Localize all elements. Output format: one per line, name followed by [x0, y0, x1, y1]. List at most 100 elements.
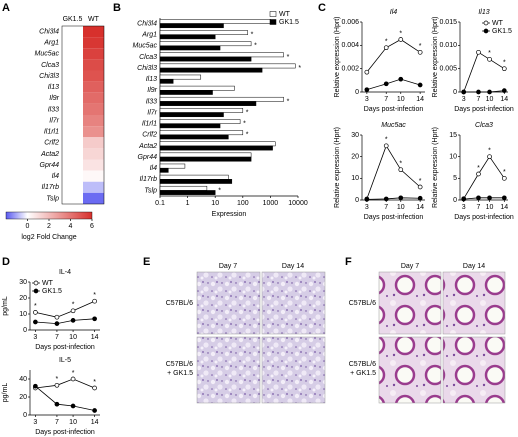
data-point: [501, 88, 507, 93]
y-tick-label: 15: [449, 132, 457, 139]
heatmap-cell: [62, 48, 83, 60]
significance-marker: *: [56, 376, 59, 383]
row-label: Muc5ac: [34, 51, 59, 58]
chart-title: Il4: [390, 9, 398, 16]
significance-marker: *: [399, 30, 402, 37]
heatmap-cell: [62, 59, 83, 71]
y-tick-label: Il17rb: [139, 176, 157, 183]
heatmap-cell: [62, 115, 83, 127]
y-tick-label: 0.005: [439, 66, 457, 73]
colorbar-tick-label: 2: [47, 223, 51, 230]
x-tick-label: 10: [211, 200, 219, 207]
significance-marker: *: [399, 161, 402, 168]
y-tick-label: 30: [351, 132, 359, 139]
panel-label: C: [318, 2, 326, 14]
heatmap-cell: [83, 37, 104, 49]
heatmap-cell: [62, 170, 83, 182]
y-tick-label: Il9r: [147, 87, 157, 94]
y-tick-label: Crlf2: [142, 132, 157, 139]
bar: [159, 185, 208, 191]
x-tick-label: 10: [486, 96, 494, 103]
colorbar-tick-label: 4: [69, 223, 73, 230]
y-tick-label: 0.004: [341, 42, 359, 49]
y-axis-label: pg/mL: [2, 296, 9, 316]
significance-marker: *: [298, 65, 301, 72]
data-point: [92, 316, 97, 322]
histology-image: [378, 271, 442, 335]
y-tick-label: Gpr44: [138, 154, 158, 161]
y-tick-label: Chi3l4: [137, 20, 157, 27]
heatmap-cell: [62, 92, 83, 104]
panel-label: E: [143, 256, 150, 268]
panel-label: D: [2, 256, 10, 268]
legend-label: WT: [492, 20, 504, 27]
y-tick-label: 0: [355, 89, 359, 96]
row-label: Acta2: [40, 151, 59, 158]
bar: [159, 112, 224, 118]
data-point: [54, 382, 60, 388]
x-axis-label: Days post-infection: [454, 106, 514, 113]
y-tick-label: Il33: [146, 98, 157, 105]
data-point: [92, 408, 97, 413]
bar: [159, 67, 263, 73]
bar: [159, 56, 252, 62]
row-label: Crlf2: [44, 140, 59, 147]
data-point: [398, 76, 404, 82]
column-label: Day 7: [219, 263, 237, 270]
x-tick-label: 1000: [263, 200, 279, 207]
data-point: [461, 89, 467, 95]
y-tick-label: 0: [453, 197, 457, 204]
row-label: C57BL/6: [166, 361, 193, 368]
histology-image: [442, 271, 506, 335]
bar: [159, 52, 284, 58]
heatmap-border: [61, 25, 105, 205]
data-point: [476, 49, 481, 55]
significance-marker: *: [503, 169, 506, 176]
y-tick-label: 20: [19, 295, 27, 302]
bar: [159, 30, 248, 35]
y-tick-label: Tslp: [144, 187, 157, 194]
y-tick-label: 0: [23, 327, 27, 334]
bar: [159, 23, 224, 29]
series-line: [463, 51, 505, 93]
y-tick-label: 10: [449, 154, 457, 161]
heatmap-cell: [83, 126, 104, 138]
x-axis-label: Days post-infection: [454, 214, 514, 221]
row-label: Chi3l3: [39, 73, 59, 80]
bar: [159, 96, 284, 102]
axis: [361, 135, 425, 201]
y-axis-label: Relative expression (Hprt): [432, 127, 439, 208]
y-tick-label: 5: [453, 175, 457, 182]
data-point: [398, 167, 404, 173]
column-label: GK1.5: [63, 16, 83, 23]
x-tick-label: 7: [55, 419, 59, 426]
row-label: Il7r: [49, 117, 59, 124]
legend-swatch: [269, 19, 277, 25]
x-tick-label: 3: [33, 334, 37, 341]
data-point: [383, 81, 389, 87]
legend-label: GK1.5: [42, 288, 62, 295]
data-point: [487, 195, 492, 201]
y-tick-label: 30: [19, 279, 27, 286]
data-point: [70, 403, 76, 409]
data-point: [54, 314, 60, 320]
data-point: [92, 385, 97, 391]
y-axis-label: Relative expression (Hprt): [432, 17, 439, 98]
heatmap-cell: [83, 92, 104, 104]
row-label: + GK1.5: [350, 370, 376, 377]
y-tick-label: Muc5ac: [132, 43, 157, 50]
significance-marker: *: [287, 54, 290, 61]
bar: [159, 145, 273, 151]
legend-marker: [483, 20, 489, 26]
heatmap-cell: [62, 37, 83, 49]
data-point: [70, 376, 76, 382]
significance-marker: *: [503, 60, 506, 67]
axis: [29, 282, 100, 331]
histology-image: [261, 336, 326, 404]
data-point: [92, 298, 97, 304]
bar: [159, 78, 174, 84]
data-point: [417, 195, 423, 201]
x-tick-label: 14: [91, 334, 99, 341]
heatmap-cell: [62, 148, 83, 160]
y-tick-label: Il13: [146, 76, 157, 83]
